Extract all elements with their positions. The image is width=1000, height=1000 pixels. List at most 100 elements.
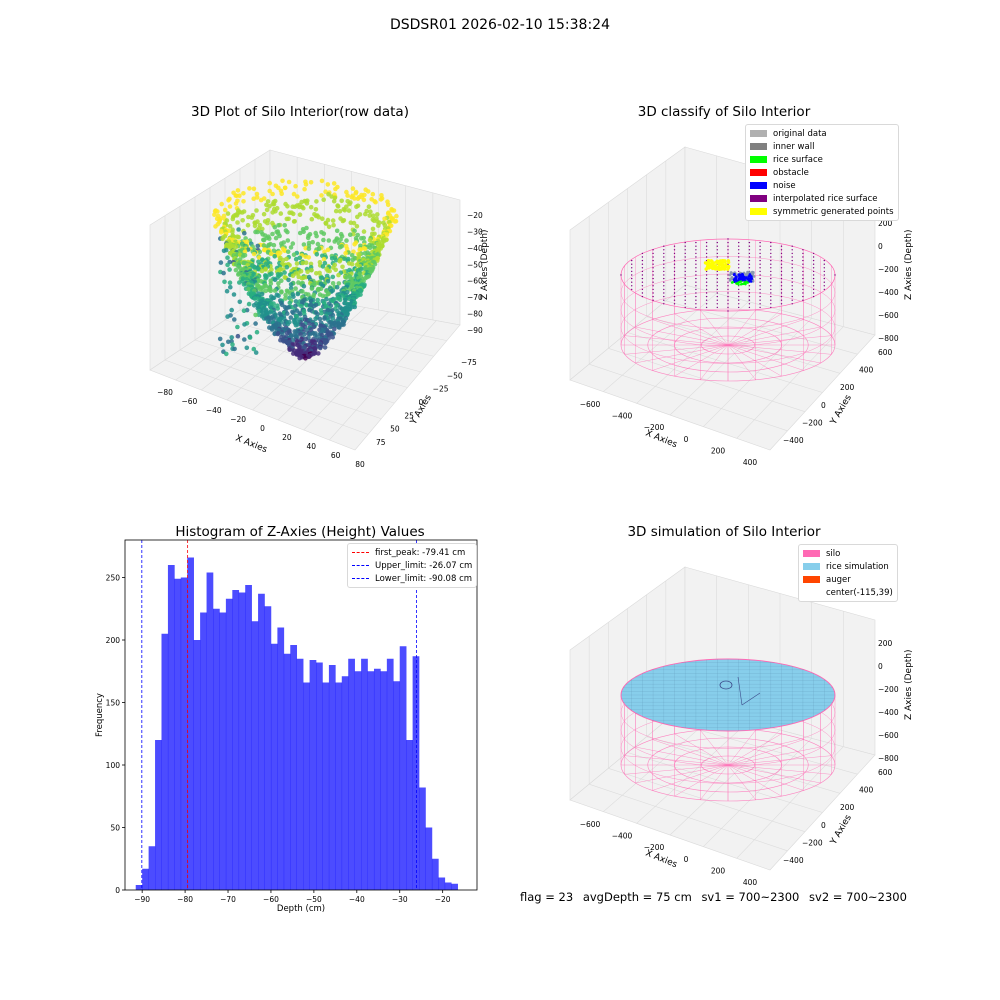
raw-point (241, 308, 247, 313)
raw-point (237, 299, 243, 305)
raw-point (215, 209, 220, 214)
raw-point (225, 262, 230, 268)
x-tick-label: −70 (220, 895, 236, 904)
interpolated-point (684, 241, 686, 244)
interpolated-point (738, 303, 740, 305)
raw-point (302, 332, 307, 337)
raw-point (344, 275, 349, 280)
raw-point (242, 230, 247, 236)
raw-point (334, 228, 340, 234)
hist-bar (348, 658, 355, 890)
silo-spoke (727, 313, 782, 346)
noise-point (748, 273, 752, 276)
interpolated-point (716, 299, 718, 301)
interpolated-point (705, 288, 708, 291)
sim-z-tick: −400 (878, 708, 899, 717)
hist-bar (180, 577, 188, 890)
raw-point (354, 204, 359, 210)
hist-bar (219, 612, 227, 890)
raw-point (306, 255, 311, 260)
interpolated-point (673, 274, 676, 276)
interpolated-point (673, 259, 676, 262)
silo-spoke (727, 755, 832, 766)
raw-point (245, 222, 251, 228)
interpolated-point (663, 281, 665, 283)
raw-point (285, 229, 290, 235)
sim-z-tick: −200 (878, 685, 899, 694)
interpolated-point (716, 241, 718, 244)
interpolated-point (727, 281, 729, 283)
symmetric-point (718, 260, 722, 264)
raw-point (331, 181, 337, 186)
raw-point (297, 312, 303, 317)
raw-point (247, 335, 253, 340)
simulation-3d-plot: −600 −400 −200 0 200 400 −400 −200 0 200 400 600 200… (569, 566, 914, 887)
interpolated-point (812, 277, 815, 280)
interpolated-point (802, 249, 804, 251)
legend-line-swatch (352, 552, 369, 553)
grid-line (636, 301, 749, 404)
raw-x-tick: 0 (260, 424, 265, 433)
raw-point (241, 282, 247, 287)
hist-bar (399, 646, 407, 890)
interpolated-point (673, 263, 676, 265)
interpolated-point (738, 263, 740, 265)
y-tick-label: 200 (106, 636, 121, 645)
hist-bar (264, 606, 272, 890)
raw-point (322, 340, 328, 346)
interpolated-point (802, 299, 804, 301)
interpolated-point (823, 281, 825, 283)
raw-point (355, 196, 361, 201)
interpolated-point (759, 259, 761, 262)
silo-spoke (674, 313, 729, 346)
raw-point (286, 277, 291, 283)
interpolated-point (663, 252, 665, 255)
interpolated-point (812, 274, 815, 276)
interpolated-point (705, 274, 708, 276)
raw-point (342, 256, 347, 261)
interpolated-point (802, 252, 804, 255)
raw-point (279, 191, 284, 197)
interpolated-point (663, 267, 665, 269)
interpolated-point (791, 245, 793, 247)
cls-x-tick: 0 (684, 435, 689, 444)
raw-point (337, 209, 343, 214)
legend-label: obstacle (773, 167, 809, 178)
silo-spoke (674, 344, 729, 377)
raw-point (316, 351, 321, 356)
interpolated-point (705, 241, 708, 244)
raw-point (308, 180, 314, 185)
raw-point (345, 193, 350, 198)
raw-point (321, 197, 326, 202)
sim-x-tick: −200 (644, 843, 665, 852)
sim-axis-ticks: −600 −400 −200 0 200 400 −400 −200 0 200 400 600 200… (580, 639, 899, 887)
interpolated-point (780, 256, 783, 258)
interpolated-point (791, 249, 793, 251)
sim-rice-surface (620, 658, 836, 732)
interpolated-point (823, 277, 825, 280)
silo-spoke (674, 733, 729, 766)
raw-point (288, 315, 294, 320)
raw-point (226, 339, 231, 345)
interpolated-point (802, 270, 804, 273)
interpolated-point (727, 306, 729, 309)
interpolated-point (652, 249, 654, 251)
interpolated-point (727, 303, 729, 305)
figure-title: DSDSR01 2026-02-10 15:38:24 (389, 17, 610, 33)
raw-point (329, 298, 335, 304)
interpolated-point (652, 256, 654, 258)
hist-bar (335, 682, 343, 890)
raw-point (224, 288, 230, 294)
raw-point (291, 191, 297, 197)
classify-points (620, 238, 836, 312)
raw-point (291, 219, 297, 224)
raw-point (225, 211, 231, 216)
interpolated-point (673, 292, 676, 294)
interpolated-point (759, 295, 761, 298)
histogram-y-axis-label: Frequency (95, 693, 105, 737)
interpolated-point (780, 274, 783, 276)
interpolated-point (673, 267, 676, 269)
legend-label: symmetric generated points (773, 206, 894, 217)
interpolated-point (695, 306, 697, 309)
raw-point (253, 321, 258, 326)
